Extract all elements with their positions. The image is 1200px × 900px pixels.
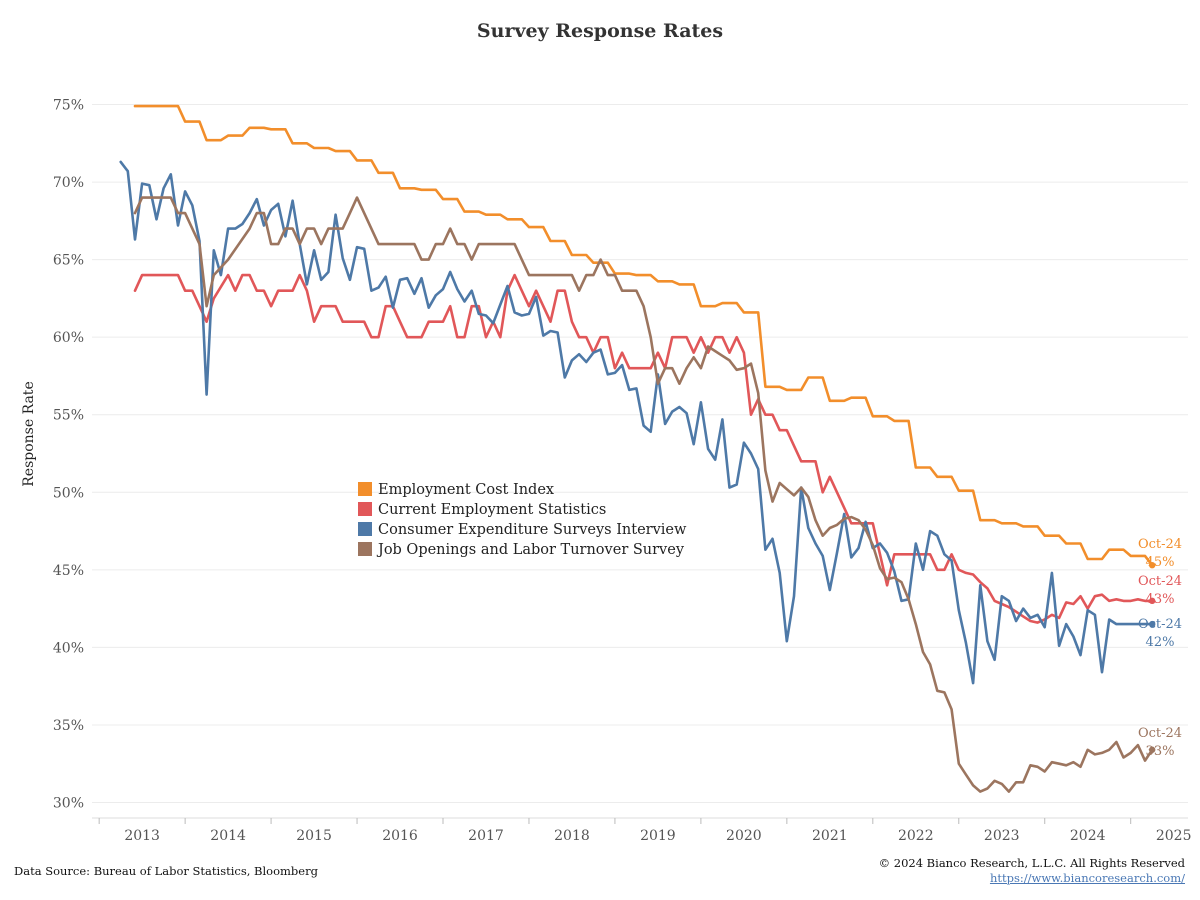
end-label-value: 45% — [1146, 555, 1175, 570]
copyright-text: © 2024 Bianco Research, L.L.C. All Right… — [878, 856, 1185, 870]
y-tick-label: 75% — [53, 98, 84, 114]
x-tick-label: 2020 — [726, 828, 762, 844]
legend-label: Current Employment Statistics — [378, 502, 606, 518]
end-label-date: Oct-24 — [1138, 537, 1182, 552]
x-tick-label: 2013 — [124, 828, 160, 844]
series-lines — [119, 104, 1154, 793]
legend-swatch — [358, 522, 372, 536]
x-tick-label: 2014 — [210, 828, 246, 844]
x-tick-label: 2017 — [468, 828, 504, 844]
y-tick-label: 70% — [53, 175, 84, 191]
x-tick-label: 2016 — [382, 828, 418, 844]
gridlines — [92, 104, 1188, 803]
y-tick-label: 65% — [53, 253, 84, 269]
y-tick-label: 55% — [53, 408, 84, 424]
end-point-marker — [1148, 620, 1156, 628]
legend-label: Job Openings and Labor Turnover Survey — [376, 542, 685, 558]
end-point-marker — [1148, 561, 1156, 569]
x-tick-label: 2019 — [640, 828, 676, 844]
x-tick-label: 2018 — [554, 828, 590, 844]
website-link[interactable]: https://www.biancoresearch.com/ — [989, 871, 1185, 885]
y-tick-label: 50% — [53, 485, 84, 501]
legend: Employment Cost Index Current Employment … — [358, 482, 687, 558]
end-labels: Oct-24 45% Oct-24 43% Oct-24 42% Oct-24 33% — [1138, 537, 1182, 759]
x-tick-label: 2024 — [1070, 828, 1106, 844]
x-tick-label: 2023 — [984, 828, 1020, 844]
x-tick-label: 2025 — [1156, 828, 1192, 844]
end-point-marker — [1148, 597, 1156, 605]
end-label-date: Oct-24 — [1138, 726, 1182, 741]
y-tick-label: 30% — [53, 795, 84, 811]
legend-label: Consumer Expenditure Surveys Interview — [378, 522, 687, 538]
series-line-job-openings-and-labor-turnover-survey — [133, 196, 1154, 793]
legend-swatch — [358, 542, 372, 556]
series-line-current-employment-statistics — [133, 273, 1154, 624]
y-tick-label: 60% — [53, 330, 84, 346]
y-axis-label: Response Rate — [21, 381, 37, 486]
end-point-marker — [1148, 746, 1156, 753]
y-axis: 30% 35% 40% 45% 50% 55% 60% 65% 70% 75% — [53, 98, 84, 812]
y-tick-label: 45% — [53, 563, 84, 579]
end-label-value: 43% — [1146, 592, 1175, 607]
series-line-employment-cost-index — [133, 104, 1154, 567]
y-tick-label: 35% — [53, 718, 84, 734]
end-label-value: 42% — [1146, 635, 1175, 650]
end-label-date: Oct-24 — [1138, 574, 1182, 589]
x-tick-label: 2021 — [812, 828, 848, 844]
copyright-block: © 2024 Bianco Research, L.L.C. All Right… — [879, 856, 1185, 886]
legend-swatch — [358, 482, 372, 496]
end-label-date: Oct-24 — [1138, 617, 1182, 632]
x-tick-label: 2015 — [296, 828, 332, 844]
end-label-value: 33% — [1146, 744, 1175, 759]
series-line-consumer-expenditure-surveys-interview — [119, 160, 1154, 685]
x-tick-label: 2022 — [898, 828, 934, 844]
x-axis: 2013 2014 2015 2016 2017 2018 2019 2020 2021 2022… — [98, 818, 1192, 844]
y-tick-label: 40% — [53, 640, 84, 656]
legend-swatch — [358, 502, 372, 516]
data-source-note: Data Source: Bureau of Labor Statistics,… — [14, 864, 318, 878]
chart-title: Survey Response Rates — [477, 20, 723, 42]
legend-label: Employment Cost Index — [378, 482, 554, 498]
